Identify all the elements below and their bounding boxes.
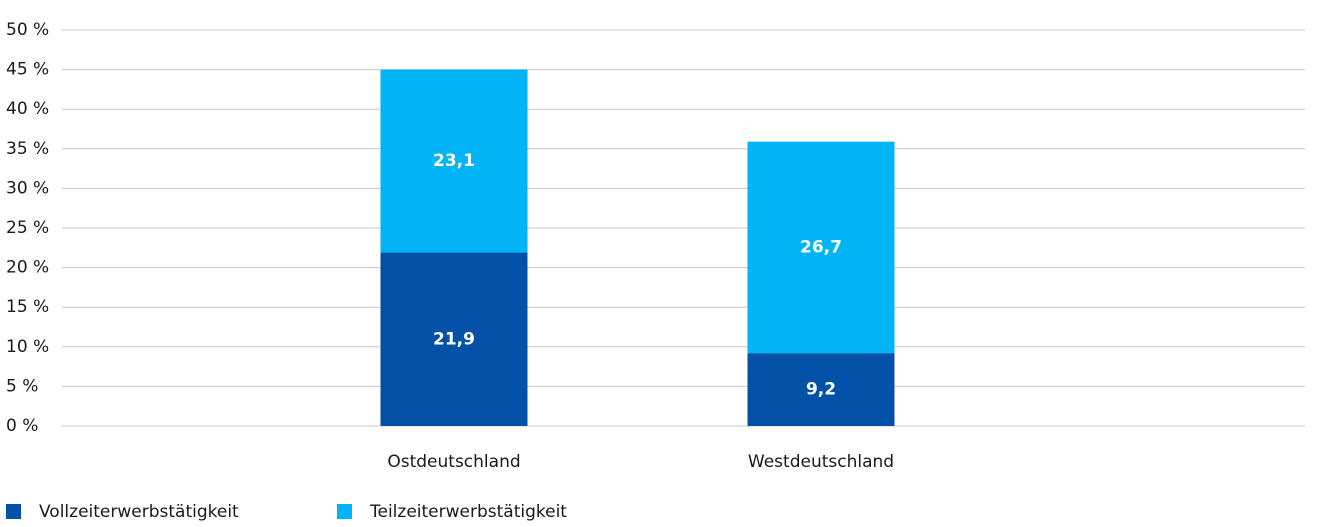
y-tick-label: 10 % (6, 337, 49, 357)
legend-swatch (337, 504, 352, 519)
y-tick-label: 45 % (6, 60, 49, 80)
value-label: 9,2 (806, 380, 836, 400)
y-tick-label: 0 % (6, 416, 38, 436)
legend-label: Teilzeiterwerbstätigkeit (369, 502, 567, 522)
legend-label: Vollzeiterwerbstätigkeit (39, 502, 239, 522)
y-tick-label: 40 % (6, 99, 49, 119)
bar-segment (747, 141, 895, 354)
y-tick-label: 15 % (6, 297, 49, 317)
y-tick-label: 25 % (6, 218, 49, 238)
value-label: 21,9 (433, 329, 475, 349)
y-tick-label: 5 % (6, 376, 38, 396)
y-tick-label: 20 % (6, 258, 49, 278)
y-tick-label: 35 % (6, 139, 49, 159)
bar-segment (747, 353, 895, 426)
y-tick-label: 50 % (6, 20, 49, 40)
y-tick-label: 30 % (6, 178, 49, 198)
bar-segment (380, 69, 528, 253)
x-tick-label: Ostdeutschland (387, 452, 520, 472)
bar-segment (380, 252, 528, 426)
legend-swatch (6, 504, 21, 519)
value-label: 23,1 (433, 151, 475, 171)
x-tick-label: Westdeutschland (748, 452, 894, 472)
value-label: 26,7 (800, 237, 842, 257)
